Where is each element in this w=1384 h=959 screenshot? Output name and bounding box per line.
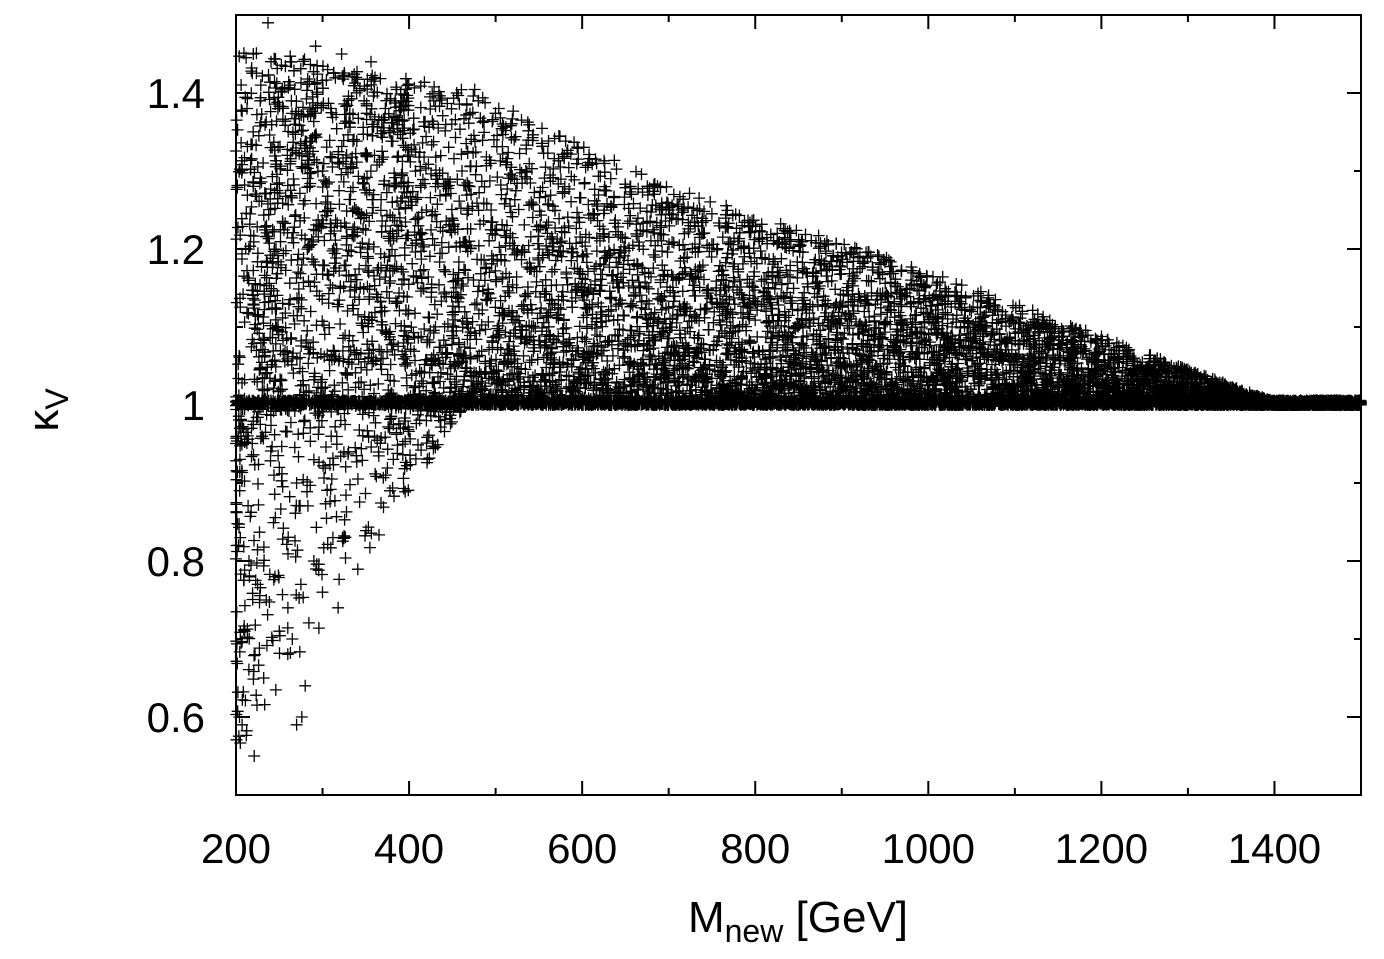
x-tick-label: 200 (201, 825, 271, 872)
y-tick-label: 0.6 (147, 694, 205, 741)
x-axis-label: Mnew [GeV] (688, 893, 908, 949)
y-tick-label: 1.4 (147, 70, 205, 117)
x-tick-label: 1000 (882, 825, 975, 872)
data-point-markers (230, 16, 1367, 762)
y-tick-label: 1 (182, 382, 205, 429)
x-tick-label: 800 (720, 825, 790, 872)
y-axis-ticks (236, 92, 1361, 718)
y-tick-label: 1.2 (147, 226, 205, 273)
x-tick-label: 1200 (1055, 825, 1148, 872)
x-tick-label: 400 (374, 825, 444, 872)
x-tick-label: 600 (547, 825, 617, 872)
data-points (230, 16, 1367, 762)
x-tick-labels: 200 400 600 800 1000 1200 1400 (201, 825, 1321, 872)
y-axis-label: κV (19, 388, 75, 432)
x-axis-ticks (235, 15, 1362, 795)
y-tick-label: 0.8 (147, 538, 205, 585)
x-tick-label: 1400 (1228, 825, 1321, 872)
y-tick-labels: 0.6 0.8 1 1.2 1.4 (147, 70, 205, 741)
